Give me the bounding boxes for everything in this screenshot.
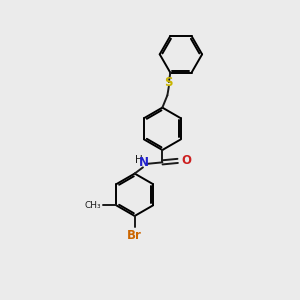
Text: CH₃: CH₃: [85, 201, 102, 210]
Text: Br: Br: [127, 230, 142, 242]
Text: H: H: [135, 155, 143, 165]
Text: S: S: [165, 76, 173, 88]
Text: N: N: [139, 156, 149, 169]
Text: O: O: [181, 154, 191, 167]
